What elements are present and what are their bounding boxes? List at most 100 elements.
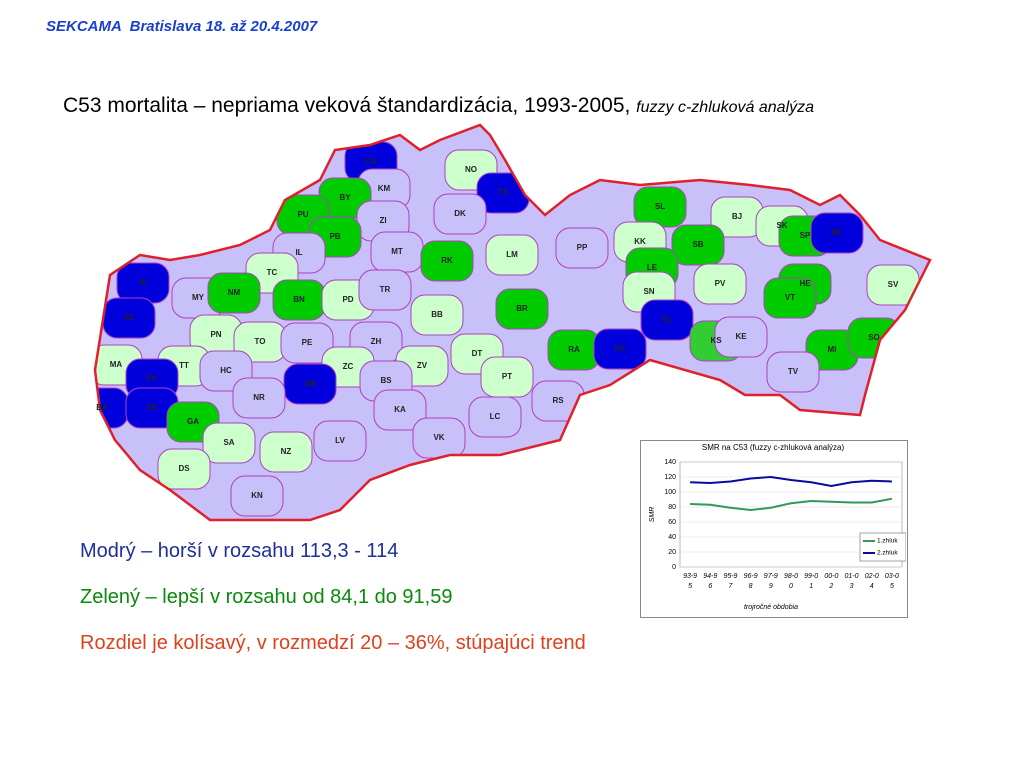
district-label: HE xyxy=(799,279,811,288)
note-red: Rozdiel je kolísavý, v rozmedzí 20 – 36%… xyxy=(80,632,586,654)
x-tick-label: 97-99 xyxy=(763,573,778,590)
header: SEKCAMA Bratislava 18. až 20.4.2007 xyxy=(46,18,318,35)
district-label: LC xyxy=(490,412,501,421)
district xyxy=(157,448,211,490)
y-tick-label: 0 xyxy=(672,564,676,571)
district-label: KM xyxy=(378,184,391,193)
district xyxy=(671,224,725,266)
district-label: PE xyxy=(302,338,313,347)
district-label: BR xyxy=(516,304,528,313)
district-label: KS xyxy=(710,336,722,345)
district-label: TO xyxy=(255,337,266,346)
y-tick-label: 60 xyxy=(668,519,676,526)
chart: SMR na C53 (fuzzy c-zhluková analýza) 0 20… xyxy=(649,443,906,611)
district xyxy=(766,351,820,393)
district-label: SV xyxy=(888,280,899,289)
district-label: RK xyxy=(441,256,453,265)
district-label: KA xyxy=(394,405,406,414)
district-label: SI xyxy=(139,278,147,287)
district-label: LM xyxy=(506,250,518,259)
district-label: TT xyxy=(179,361,189,370)
note-green: Zelený – lepší v rozsahu od 84,1 do 91,5… xyxy=(80,586,453,608)
district-label: KK xyxy=(634,237,646,246)
district-label: GL xyxy=(661,315,672,324)
note-blue: Modrý – horší v rozsahu 113,3 - 114 xyxy=(80,540,399,562)
x-tick-label: 95-97 xyxy=(723,573,738,590)
y-tick-label: 100 xyxy=(664,489,676,496)
title-method: fuzzy c-zhluková analýza xyxy=(636,99,815,116)
y-tick-label: 140 xyxy=(664,459,676,466)
district xyxy=(420,240,474,282)
x-axis-labels: 93-95 94-96 95-97 96-98 97-99 98-00 99-01 00-02… xyxy=(640,440,906,616)
district-label: ZV xyxy=(417,361,428,370)
district-label: SN xyxy=(643,287,654,296)
x-axis-label: trojročné obdobia xyxy=(744,604,798,611)
district-label: BS xyxy=(380,376,392,385)
district xyxy=(433,193,487,235)
district-label: LV xyxy=(335,436,345,445)
district xyxy=(495,288,549,330)
district-label: ML xyxy=(831,228,843,237)
x-tick-label: 93-95 xyxy=(683,573,698,590)
district xyxy=(230,475,284,517)
district-label: SP xyxy=(800,231,811,240)
district-label: LE xyxy=(647,263,658,272)
district-label: ZI xyxy=(379,216,386,225)
series-line xyxy=(690,475,892,488)
district-label: IL xyxy=(295,248,302,257)
district-label: SO xyxy=(868,333,880,342)
district-label: PV xyxy=(715,279,726,288)
district-label: RS xyxy=(552,396,564,405)
district-label: DT xyxy=(472,349,483,358)
district-label: GA xyxy=(187,417,199,426)
district-label: ZH xyxy=(371,337,382,346)
district-label: NO xyxy=(465,165,477,174)
district-label: MI xyxy=(828,345,837,354)
district-label: SB xyxy=(692,240,703,249)
district xyxy=(259,431,313,473)
district-label: KN xyxy=(251,491,263,500)
legend-label: 2.zhluk xyxy=(877,550,898,557)
x-tick-label: 03-05 xyxy=(884,573,899,590)
district-label: KE xyxy=(735,332,747,341)
district-label: TV xyxy=(788,367,799,376)
x-tick-label: 02-04 xyxy=(864,573,879,590)
district-label: PT xyxy=(502,372,512,381)
district-label: SE xyxy=(124,313,135,322)
y-tick-label: 120 xyxy=(664,474,676,481)
y-tick-label: 20 xyxy=(668,549,676,556)
district-label: ZM xyxy=(304,379,316,388)
chart-title: SMR na C53 (fuzzy c-zhluková analýza) xyxy=(702,443,845,452)
district xyxy=(485,234,539,276)
district-label: SC xyxy=(146,403,157,412)
district-label: NR xyxy=(253,393,265,402)
district xyxy=(280,322,334,364)
x-tick-label: 94-96 xyxy=(703,573,718,590)
district-label: NZ xyxy=(281,447,292,456)
series-line xyxy=(690,497,893,512)
district-label: BB xyxy=(431,310,443,319)
legend-label: 1.zhluk xyxy=(877,538,898,545)
district-label: SA xyxy=(223,438,234,447)
district-label: PP xyxy=(577,243,588,252)
slide-title: C53 mortalita – nepriama veková štandard… xyxy=(63,94,814,118)
district xyxy=(232,377,286,419)
district xyxy=(207,272,261,314)
district-label: NM xyxy=(228,288,241,297)
district-label: VK xyxy=(433,433,444,442)
district-label: BN xyxy=(293,295,305,304)
district-label: MT xyxy=(391,247,403,256)
district-label: SL xyxy=(655,202,665,211)
district-label: ZC xyxy=(343,362,354,371)
district xyxy=(810,212,864,254)
district xyxy=(555,227,609,269)
y-tick-label: 80 xyxy=(668,504,676,511)
district xyxy=(468,396,522,438)
district xyxy=(358,269,412,311)
legend-box xyxy=(859,532,906,562)
district-label: RV xyxy=(615,344,627,353)
y-axis-label: SMR xyxy=(649,507,656,523)
district-label: SK xyxy=(776,221,787,230)
district-label: BJ xyxy=(732,212,742,221)
